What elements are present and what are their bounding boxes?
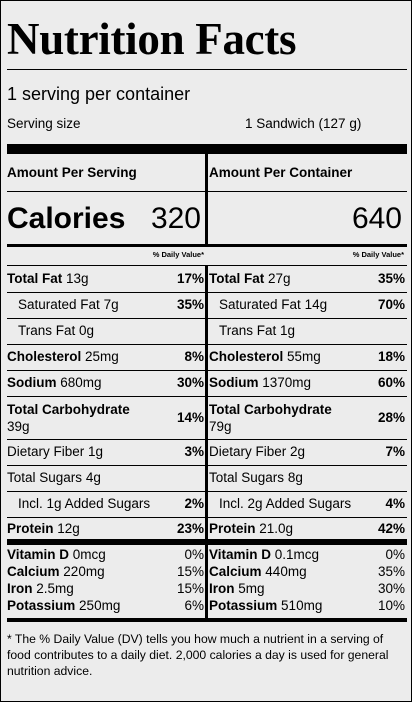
serving-size-label: Serving size (7, 116, 81, 131)
column-divider-top (205, 154, 208, 244)
calcium-row: Calcium 220mg (7, 564, 105, 579)
added-sugars-dv: 2% (184, 496, 204, 511)
divider-calories (7, 244, 407, 247)
sodium-row-container: Sodium 1370mg (209, 375, 312, 390)
cholesterol-dv-container: 18% (377, 349, 405, 364)
potassium-dv: 6% (184, 598, 204, 613)
sodium-dv-container: 60% (377, 375, 405, 390)
dietary-fiber-row-container: Dietary Fiber 2g (209, 444, 306, 459)
column-header-container: Amount Per Container (209, 165, 353, 180)
trans-fat-row-container: Trans Fat 1g (219, 323, 296, 338)
iron-row-container: Iron 5mg (209, 581, 265, 596)
divider-title (7, 69, 407, 70)
vitamin-d-dv-container: 0% (385, 547, 405, 562)
label-title: Nutrition Facts (7, 14, 297, 64)
dv-header-container: % Daily Value* (352, 250, 404, 259)
protein-row: Protein 12g (7, 521, 80, 536)
total-fat-row-container: Total Fat 27g (209, 271, 291, 286)
saturated-fat-dv: 35% (176, 297, 204, 312)
vitamin-d-row: Vitamin D 0mcg (7, 547, 106, 562)
added-sugars-dv-container: 4% (385, 496, 405, 511)
calcium-row-container: Calcium 440mg (209, 564, 307, 579)
vitamin-d-row-container: Vitamin D 0.1mcg (209, 547, 320, 562)
dv-header-serving: % Daily Value* (152, 250, 204, 259)
servings-per-container: 1 serving per container (7, 84, 191, 104)
divider-dv-header (7, 265, 407, 266)
saturated-fat-row: Saturated Fat 7g (18, 297, 119, 312)
total-carbohydrate-row: Total Carbohydrate 39g (7, 402, 130, 434)
serving-size-value: 1 Sandwich (127 g) (245, 116, 362, 131)
saturated-fat-dv-container: 70% (377, 297, 405, 312)
vitamin-d-dv: 0% (184, 547, 204, 562)
total-sugars-row-container: Total Sugars 8g (209, 470, 303, 485)
total-carbohydrate-row-container: Total Carbohydrate 79g (209, 402, 332, 434)
column-divider-body (205, 266, 208, 619)
iron-row: Iron 2.5mg (7, 581, 74, 596)
calcium-dv-container: 35% (377, 564, 405, 579)
dietary-fiber-row: Dietary Fiber 1g (7, 444, 104, 459)
potassium-dv-container: 10% (377, 598, 405, 613)
footnote: * The % Daily Value (DV) tells you how m… (7, 632, 389, 678)
calories-per-serving: 320 (150, 202, 201, 235)
divider-thick-protein (7, 539, 407, 545)
total-fat-dv-container: 35% (377, 271, 405, 286)
calories-per-container: 640 (351, 202, 402, 235)
total-carbohydrate-dv: 14% (176, 410, 204, 425)
sodium-dv: 30% (176, 375, 204, 390)
divider-thick-bottom (7, 618, 407, 622)
cholesterol-row-container: Cholesterol 55mg (209, 349, 321, 364)
protein-row-container: Protein 21.0g (209, 521, 294, 536)
calories-label: Calories (7, 202, 126, 235)
cholesterol-dv: 8% (184, 349, 204, 364)
total-sugars-row: Total Sugars 4g (7, 470, 101, 485)
divider-thick-top (7, 144, 407, 154)
potassium-row-container: Potassium 510mg (209, 598, 323, 613)
column-header-serving: Amount Per Serving (7, 165, 137, 180)
total-fat-row: Total Fat 13g (7, 271, 89, 286)
trans-fat-row: Trans Fat 0g (18, 323, 95, 338)
added-sugars-row-container: Incl. 2g Added Sugars (219, 496, 352, 511)
saturated-fat-row-container: Saturated Fat 14g (219, 297, 328, 312)
iron-dv: 15% (176, 581, 204, 596)
dietary-fiber-dv: 3% (184, 444, 204, 459)
added-sugars-row: Incl. 1g Added Sugars (18, 496, 151, 511)
dietary-fiber-dv-container: 7% (385, 444, 405, 459)
sodium-row: Sodium 680mg (7, 375, 102, 390)
protein-dv-container: 42% (377, 521, 405, 536)
calcium-dv: 15% (176, 564, 204, 579)
iron-dv-container: 30% (377, 581, 405, 596)
cholesterol-row: Cholesterol 25mg (7, 349, 119, 364)
total-carbohydrate-dv-container: 28% (377, 410, 405, 425)
protein-dv: 23% (176, 521, 204, 536)
potassium-row: Potassium 250mg (7, 598, 121, 613)
total-fat-dv: 17% (176, 271, 204, 286)
divider-column-heads (7, 191, 407, 192)
